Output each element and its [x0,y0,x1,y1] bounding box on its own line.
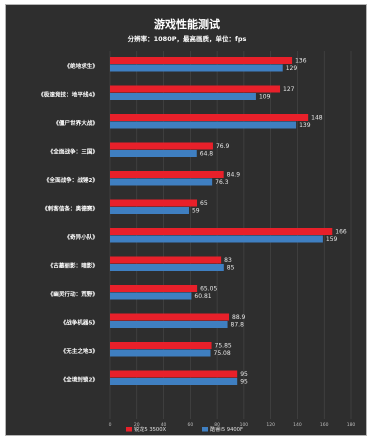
x-tick-label: 120 [266,422,275,428]
bar-series-2 [110,235,323,243]
data-label: 88.9 [232,314,246,321]
data-label: 87.8 [231,321,245,328]
bar-series-1 [110,370,238,378]
chart-title: 游戏性能测试 [154,17,220,31]
data-label: 127 [283,86,295,93]
x-tick-label: 60 [187,422,193,428]
bar-series-1 [110,256,222,264]
bar-series-1 [110,142,213,150]
data-label: 129 [286,65,298,72]
bar-series-1 [110,313,230,321]
x-tick-label: 40 [161,422,167,428]
x-tick-label: 160 [320,422,329,428]
data-label: 159 [326,236,338,243]
category-label: 《全境封锁2》 [61,375,98,383]
category-label: 《僵尸世界大战》 [53,119,98,127]
bar-series-1 [110,199,198,207]
chart-frame: 游戏性能测试 分辨率：1080P，最高画质，单位：fps 0 20 40 60 80 10… [5,4,367,436]
data-label: 136 [295,57,307,64]
data-label: 83 [224,257,232,264]
bar-series-2 [110,321,228,328]
bar-series-2 [110,207,189,214]
bar-series-2 [110,178,213,186]
category-label: 《古墓丽影：暗影》 [48,261,98,269]
data-label: 76.9 [216,143,230,150]
legend-label-series-2: 酷睿i5 9400F [210,425,243,433]
category-label: 《全面战争：战锤2》 [44,176,98,184]
bar-series-2 [110,64,283,72]
x-tick-label: 140 [293,422,302,428]
data-label: 60.81 [194,293,211,300]
legend: 锐龙5 3500X 酷睿i5 9400F [126,425,243,433]
data-label: 75.85 [215,342,232,349]
bar-series-1 [110,285,198,292]
x-tick-label: 100 [240,422,249,428]
bar-series-2 [110,121,297,129]
bar-series-2 [110,292,192,300]
chart-subtitle: 分辨率：1080P，最高画质，单位：fps [128,34,247,43]
category-label: 《极速竞技：地平线4》 [38,90,98,98]
category-label: 《全面战争：三国》 [48,147,98,155]
x-tick-label: 80 [214,422,220,428]
data-label: 65.05 [200,285,217,292]
category-label: 《战争机器5》 [61,318,98,326]
bar-series-1 [110,114,309,121]
category-label: 《绝地求生》 [64,62,98,70]
data-label: 75.08 [214,350,231,357]
data-label: 65 [200,200,208,207]
category-label: 《刺客信条：奥德赛》 [42,204,98,212]
bar-layer [110,57,333,385]
bar-series-1 [110,228,333,235]
bar-series-2 [110,150,197,157]
data-label: 84.9 [227,171,241,178]
legend-swatch-series-2 [202,427,208,432]
category-label: 《奇异小队》 [64,233,98,241]
bar-series-1 [110,57,293,64]
x-tick-label: 0 [109,422,112,428]
bar-series-2 [110,93,256,100]
data-label: 166 [335,228,347,235]
bar-series-1 [110,85,281,93]
data-label: 95 [240,371,248,378]
category-label: 《无主之地3》 [61,347,98,355]
bar-series-2 [110,264,224,271]
bar-series-1 [110,342,212,349]
category-label: 《幽灵行动：荒野》 [48,290,98,298]
data-label: 76.3 [215,179,229,186]
data-label: 109 [259,93,271,100]
data-label: 85 [227,264,235,271]
legend-label-series-1: 锐龙5 3500X [134,425,167,433]
legend-swatch-series-1 [126,427,132,432]
data-label: 148 [311,114,323,121]
data-label: 139 [299,122,311,129]
data-label: 95 [240,378,248,385]
x-tick-label: 180 [347,422,356,428]
x-tick-label: 20 [134,422,140,428]
bar-chart: 游戏性能测试 分辨率：1080P，最高画质，单位：fps 0 20 40 60 80 10… [38,17,356,433]
bar-series-2 [110,378,238,385]
data-label: 59 [192,207,200,214]
bar-series-2 [110,349,211,357]
data-label: 64.8 [200,150,214,157]
bar-series-1 [110,171,224,178]
